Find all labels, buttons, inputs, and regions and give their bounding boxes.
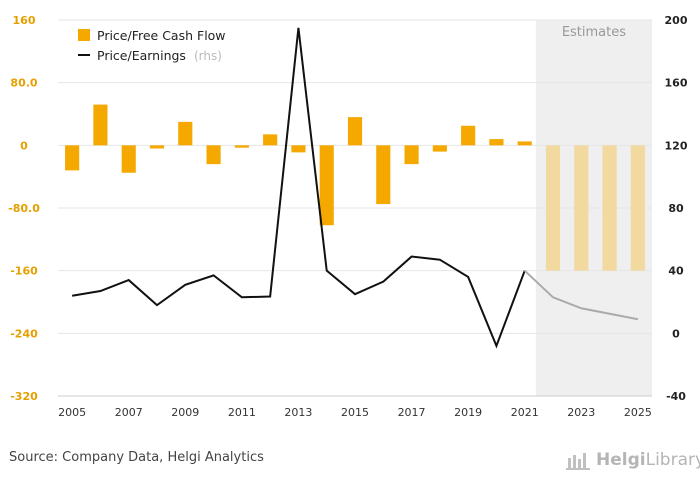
line-series (71, 27, 639, 349)
right-tick-label: 200 (665, 14, 688, 27)
right-tick-label: 120 (665, 139, 688, 152)
bar (291, 145, 306, 153)
bar-series (65, 104, 645, 271)
source-note: Source: Company Data, Helgi Analytics (9, 450, 264, 465)
legend-label-line-name: Price/Earnings (97, 48, 186, 63)
bar (263, 134, 278, 146)
right-tick-label: 40 (668, 265, 684, 278)
x-tick-label: 2005 (58, 406, 86, 419)
x-tick-label: 2013 (284, 406, 312, 419)
pe-line-actual (71, 27, 526, 349)
bar (149, 145, 165, 149)
bar (602, 145, 617, 271)
x-tick-label: 2019 (454, 406, 482, 419)
bar (65, 145, 80, 171)
x-tick-label: 2025 (624, 406, 652, 419)
legend-label-line: Price/Earnings (rhs) (97, 48, 222, 63)
bar (545, 145, 561, 271)
left-tick-label: 0 (20, 139, 28, 152)
helgi-library-logo: HelgiLibrary (566, 446, 700, 474)
left-axis: 160 80.0 0 -80.0 -160 -240 -320 (8, 14, 40, 403)
left-tick-label: 160 (13, 14, 36, 27)
bar (630, 145, 645, 271)
x-tick-label: 2009 (171, 406, 199, 419)
bar (489, 139, 504, 146)
right-tick-label: -40 (666, 390, 686, 403)
bar (121, 145, 136, 173)
pe-line-estimate (524, 269, 639, 321)
left-tick-label: -80.0 (8, 202, 40, 215)
bar (178, 121, 193, 146)
legend-label-bar: Price/Free Cash Flow (97, 28, 226, 43)
logo-text: HelgiLibrary (596, 450, 700, 470)
left-tick-label: -240 (10, 327, 38, 340)
right-tick-label: 80 (668, 202, 684, 215)
bar (93, 104, 108, 146)
left-tick-label: -160 (10, 265, 38, 278)
bar (432, 145, 447, 152)
legend-label-line-suffix: (rhs) (194, 49, 222, 63)
estimates-label: Estimates (562, 25, 626, 40)
bar (347, 117, 363, 146)
bar (461, 125, 476, 146)
x-tick-label: 2011 (228, 406, 256, 419)
bar (234, 145, 249, 148)
right-tick-label: 160 (665, 77, 688, 90)
logo-text-light: Library (645, 450, 700, 470)
x-axis: 2005 2007 2009 2011 2013 2015 2017 2019 2021 2023… (58, 406, 652, 419)
bar (517, 141, 532, 146)
bar (376, 145, 391, 205)
bar (404, 145, 419, 165)
left-tick-label: -320 (10, 390, 38, 403)
legend: Price/Free Cash Flow Price/Earnings (rhs… (78, 28, 226, 63)
x-tick-label: 2021 (511, 406, 539, 419)
right-axis: 200 160 120 80 40 0 -40 (665, 14, 688, 403)
bar (206, 145, 221, 165)
x-tick-label: 2017 (398, 406, 426, 419)
logo-text-bold: Helgi (596, 450, 646, 470)
x-tick-label: 2023 (567, 406, 595, 419)
right-tick-label: 0 (672, 327, 680, 340)
bar (319, 145, 334, 226)
x-tick-label: 2007 (115, 406, 143, 419)
logo-icon (566, 453, 590, 470)
legend-swatch-bar (78, 29, 90, 41)
left-tick-label: 80.0 (10, 77, 37, 90)
x-tick-label: 2015 (341, 406, 369, 419)
bar (574, 145, 589, 271)
